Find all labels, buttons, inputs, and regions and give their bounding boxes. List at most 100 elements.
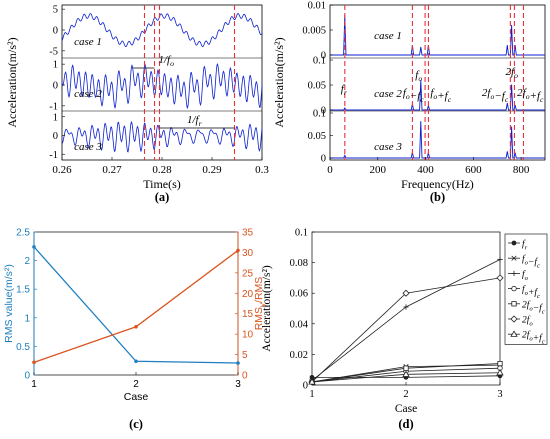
panel-b-frame (329, 4, 546, 161)
panel-d-ytick-label: 0.06 (290, 289, 308, 300)
panel-c-series-line-1 (33, 246, 239, 364)
panel-c-left-tick-label: 1 (24, 313, 30, 324)
panel-b-spectrum-1 (330, 14, 545, 56)
panel-c-left-tick-label: 0 (24, 371, 30, 382)
panel-b-xtick-label: 400 (417, 164, 434, 176)
panel-b-xtick-label: 600 (465, 164, 482, 176)
panel-b-label-2fo-plus-fc: 2fo+fc (517, 87, 544, 104)
panel-b-ytick-label: 0 (321, 154, 326, 165)
panel-c-xtick-label: 3 (235, 379, 241, 390)
panel-d-series-point (403, 365, 409, 371)
panel-b-ytick-label: 0.01 (308, 1, 326, 12)
panel-a-xtick-label: 0.27 (102, 164, 122, 176)
panel-b-xtick-label: 800 (513, 164, 530, 176)
panel-a-ytick-label: 0 (53, 26, 58, 37)
panel-c-series-point (32, 360, 36, 365)
panel-b-xtick-label: 0 (327, 164, 333, 176)
panel-d-legend-label: fo−fc (522, 254, 540, 270)
panel-c-right-tick-label: 30 (242, 248, 254, 259)
panel-c-right-tick-label: 5 (242, 350, 248, 361)
panel-c-right-tick-label: 25 (242, 268, 254, 279)
panel-d-legend-marker (511, 301, 517, 307)
panel-b-ytick-label: 0 (321, 106, 326, 117)
panel-c-series-point (134, 359, 138, 364)
panel-c-right-tick-label: 10 (242, 330, 254, 341)
panel-c-series-point (32, 245, 36, 249)
panel-c-caption: (c) (129, 417, 143, 431)
panel-c-right-tick-label: 20 (242, 289, 254, 300)
panel-d-series-point (497, 256, 503, 263)
panel-d-legend-label: fo (522, 269, 529, 282)
panel-b-label-2fo: 2fo (506, 66, 519, 80)
panel-c-right-tick-label: 35 (242, 228, 254, 239)
panel-d-series-point (402, 289, 410, 297)
panel-d-legend-marker (511, 240, 517, 246)
panel-b-case-label: case 3 (374, 141, 402, 153)
panel-c-ylabel-left: RMS value(m/s²) (3, 264, 15, 343)
panel-d-ytick-label: 0.04 (290, 319, 309, 330)
panel-b-xtick-label: 200 (370, 164, 387, 176)
panel-c-series-point (236, 361, 240, 365)
panel-d-legend-marker (510, 330, 518, 337)
panel-d-series-point (308, 378, 316, 385)
panel-b-spectrum-3 (330, 121, 545, 159)
panel-d-series-line-3 (311, 259, 501, 381)
panel-a-ytick-label: -1 (49, 150, 58, 161)
panel-d-series-point (497, 360, 503, 367)
panel-a-xlabel: Time(s) (143, 177, 181, 191)
panel-c-xtick-label: 2 (133, 379, 139, 390)
panel-b-label-2fo-minus-fc: 2fo−fc (482, 87, 509, 104)
panel-d-series-point (496, 368, 504, 376)
panel-a-annot-fr: 1/fr (187, 114, 203, 128)
panel-a-signal-2 (61, 62, 263, 109)
panel-a-ytick-label: -1 (49, 101, 58, 112)
panel-d-series-point (496, 274, 504, 282)
panel-c-series-point (236, 248, 240, 253)
panel-b-xlabel: Frequency(Hz) (401, 177, 474, 191)
panel-d-xtick-label: 2 (403, 389, 408, 400)
panel-d-ytick-label: 0 (303, 381, 308, 392)
panel-b-label-fo-minus-fc: fo−fc (403, 87, 424, 104)
panel-d-ytick-label: 0.1 (295, 228, 308, 239)
panel-b-ylabel: Acceleration(m/s²) (272, 37, 286, 127)
panel-d-legend-marker (511, 255, 517, 261)
panel-b-ytick-label: 0 (321, 51, 326, 62)
panel-d-series-point (403, 304, 409, 310)
panel-a-ytick-label: 1 (53, 60, 58, 71)
panel-c-frame (33, 231, 239, 376)
panel-b-label-fr: fr (341, 83, 348, 97)
panel-b-case-label: case 1 (374, 30, 402, 42)
panel-d-legend-marker (511, 285, 517, 292)
panel-a-signal-1 (61, 13, 263, 48)
panel-b-case-label: case 2 (374, 88, 402, 100)
panel-a-caption: (a) (155, 190, 170, 204)
panel-d-legend-marker (511, 270, 517, 276)
panel-d-legend-label: 2fo+fc (522, 330, 545, 346)
panel-a-signal-3 (61, 120, 263, 153)
panel-c-right-tick-label: 0 (242, 371, 248, 382)
panel-d-ytick-label: 0.02 (290, 350, 308, 361)
panel-b-label-fo: fo (415, 69, 422, 83)
panel-a-ytick-label: 0 (53, 81, 58, 92)
panel-c-left-tick-label: 1.5 (16, 285, 30, 296)
panel-a-xtick-label: 0.28 (152, 164, 172, 176)
panel-a-ytick-label: 1 (53, 112, 58, 123)
panel-d-xtick-label: 3 (497, 389, 502, 400)
panel-b-ytick-label: 0.05 (308, 131, 326, 142)
panel-c-left-tick-label: 0.5 (16, 342, 30, 353)
panel-a-annot-fo: 1/fo (159, 54, 175, 68)
panel-c-xtick-label: 1 (31, 379, 37, 390)
panel-c-xlabel: Case (124, 391, 149, 403)
panel-a-xtick-label: 0.26 (52, 164, 72, 176)
panel-b-label-fo-plus-fc: fo+fc (430, 87, 451, 104)
panel-d-xlabel: Case (395, 403, 417, 415)
panel-c-series-line-2 (33, 249, 239, 363)
panel-b-ytick-label: 0.05 (308, 81, 326, 92)
panel-d-legend-label: 2fo−fc (522, 299, 545, 315)
panel-d-ylabel: Acceleration(m/s²) (261, 265, 273, 352)
panel-a-ytick-label: 5 (53, 5, 58, 16)
panel-c-right-tick-label: 15 (242, 309, 254, 320)
panel-a-ylabel: Acceleration(m/s²) (5, 37, 19, 127)
panel-c-left-tick-label: 2 (24, 256, 30, 267)
